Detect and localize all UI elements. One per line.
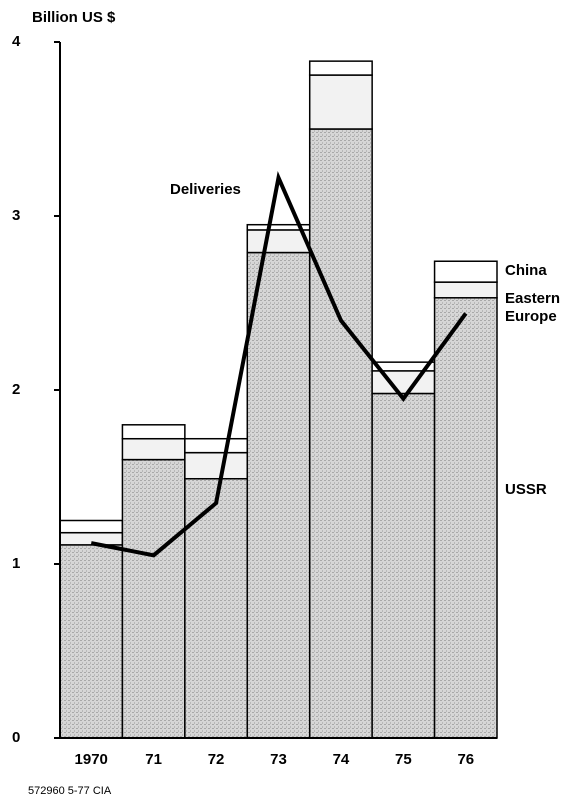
series-label: Deliveries (170, 181, 241, 198)
y-tick-label: 0 (12, 729, 20, 746)
y-tick-label: 2 (12, 381, 20, 398)
bar-segment (308, 74, 373, 130)
bar-segment (59, 531, 124, 546)
line-series (90, 171, 468, 558)
bar-segment (121, 424, 186, 440)
y-axis-label: Billion US $ (32, 9, 116, 26)
y-tick-label: 1 (12, 555, 20, 572)
series-label: China (505, 262, 547, 279)
bar-segment (59, 519, 124, 534)
x-tick-label: 72 (208, 751, 225, 768)
bar-segment (59, 544, 124, 739)
bar-segment (246, 251, 311, 739)
bar-segment (308, 128, 373, 739)
bar-segment (433, 281, 498, 299)
bar-segment (121, 458, 186, 739)
x-tick-label: 74 (333, 751, 350, 768)
x-tick-label: 71 (145, 751, 162, 768)
bar-segment (184, 437, 249, 454)
x-tick-label: 1970 (75, 751, 108, 768)
series-label: USSR (505, 481, 547, 498)
y-tick-label: 4 (12, 33, 21, 50)
bar-segment (433, 260, 498, 283)
bar-segment (308, 60, 373, 76)
bar-segment (371, 392, 436, 739)
x-tick-label: 76 (457, 751, 474, 768)
bar-segment (246, 229, 311, 254)
footer: 572960 5-77 CIA (28, 785, 112, 797)
x-tick-label: 73 (270, 751, 287, 768)
y-tick-label: 3 (12, 207, 20, 224)
bar-segment (121, 437, 186, 461)
bar-segment (184, 451, 249, 480)
series-label: Eastern Europe (505, 290, 561, 325)
bar-segment (184, 477, 249, 739)
x-tick-label: 75 (395, 751, 412, 768)
bar-segment (433, 297, 498, 739)
